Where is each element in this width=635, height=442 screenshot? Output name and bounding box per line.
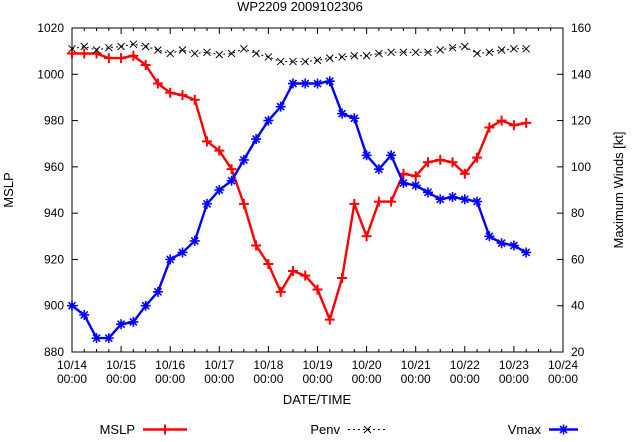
svg-text:00:00: 00:00 <box>302 372 332 386</box>
svg-text:00:00: 00:00 <box>352 372 382 386</box>
svg-text:960: 960 <box>44 160 64 174</box>
svg-text:140: 140 <box>571 67 591 81</box>
svg-text:920: 920 <box>44 252 64 266</box>
svg-text:10/23: 10/23 <box>499 358 529 372</box>
legend-label-mslp: MSLP <box>100 422 135 437</box>
penv-series <box>68 40 531 66</box>
svg-text:980: 980 <box>44 114 64 128</box>
svg-text:00:00: 00:00 <box>401 372 431 386</box>
legend-label-penv: Penv <box>310 422 340 437</box>
svg-text:10/21: 10/21 <box>401 358 431 372</box>
svg-text:940: 940 <box>44 206 64 220</box>
svg-text:1000: 1000 <box>37 67 64 81</box>
svg-text:10/18: 10/18 <box>253 358 283 372</box>
data-series <box>67 40 532 344</box>
svg-text:10/17: 10/17 <box>204 358 234 372</box>
axes-and-ticks: 880 20 900 40 920 60 940 80 960 100 980 120 1000 140 1… <box>37 21 591 386</box>
svg-text:20: 20 <box>571 345 585 359</box>
svg-text:1020: 1020 <box>37 21 64 35</box>
svg-text:120: 120 <box>571 114 591 128</box>
svg-text:160: 160 <box>571 21 591 35</box>
svg-text:10/16: 10/16 <box>155 358 185 372</box>
svg-text:00:00: 00:00 <box>253 372 283 386</box>
svg-text:100: 100 <box>571 160 591 174</box>
x-axis-label: DATE/TIME <box>283 392 352 407</box>
svg-text:10/20: 10/20 <box>352 358 382 372</box>
svg-text:10/19: 10/19 <box>302 358 332 372</box>
chart-title: WP2209 2009102306 <box>237 0 363 14</box>
svg-text:00:00: 00:00 <box>57 372 87 386</box>
svg-text:10/14: 10/14 <box>57 358 87 372</box>
svg-text:00:00: 00:00 <box>450 372 480 386</box>
svg-text:00:00: 00:00 <box>499 372 529 386</box>
svg-text:00:00: 00:00 <box>155 372 185 386</box>
svg-text:00:00: 00:00 <box>106 372 136 386</box>
legend-line-samples <box>143 424 578 435</box>
svg-text:40: 40 <box>571 299 585 313</box>
svg-text:60: 60 <box>571 252 585 266</box>
svg-text:10/15: 10/15 <box>106 358 136 372</box>
vmax-series <box>67 76 532 344</box>
y-axis-right-label: Maximum Winds [kt] <box>611 131 626 248</box>
y-axis-left-label: MSLP <box>1 172 16 207</box>
svg-text:10/24: 10/24 <box>548 358 578 372</box>
svg-text:10/22: 10/22 <box>450 358 480 372</box>
svg-text:00:00: 00:00 <box>548 372 578 386</box>
svg-text:00:00: 00:00 <box>204 372 234 386</box>
legend-label-vmax: Vmax <box>508 422 542 437</box>
svg-text:80: 80 <box>571 206 585 220</box>
legend: MSLP Penv Vmax <box>100 422 578 437</box>
svg-text:880: 880 <box>44 345 64 359</box>
svg-text:900: 900 <box>44 299 64 313</box>
mslp-series <box>67 48 532 325</box>
